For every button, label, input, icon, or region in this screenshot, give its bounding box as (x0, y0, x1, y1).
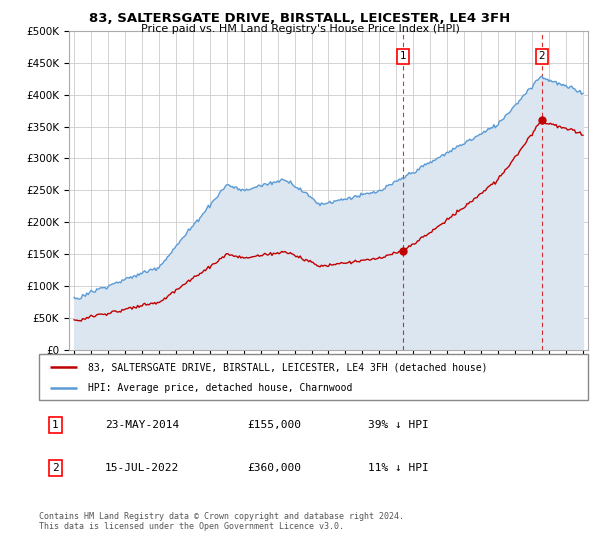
Text: 23-MAY-2014: 23-MAY-2014 (105, 420, 179, 430)
Text: 83, SALTERSGATE DRIVE, BIRSTALL, LEICESTER, LE4 3FH: 83, SALTERSGATE DRIVE, BIRSTALL, LEICEST… (89, 12, 511, 25)
Text: 11% ↓ HPI: 11% ↓ HPI (368, 463, 429, 473)
Text: 15-JUL-2022: 15-JUL-2022 (105, 463, 179, 473)
Text: 1: 1 (52, 420, 59, 430)
Text: 2: 2 (52, 463, 59, 473)
Text: 39% ↓ HPI: 39% ↓ HPI (368, 420, 429, 430)
Text: Contains HM Land Registry data © Crown copyright and database right 2024.
This d: Contains HM Land Registry data © Crown c… (39, 512, 404, 531)
FancyBboxPatch shape (39, 354, 588, 400)
Text: Price paid vs. HM Land Registry's House Price Index (HPI): Price paid vs. HM Land Registry's House … (140, 24, 460, 34)
Text: 1: 1 (400, 52, 407, 62)
Text: 2: 2 (539, 52, 545, 62)
Text: HPI: Average price, detached house, Charnwood: HPI: Average price, detached house, Char… (88, 382, 353, 393)
Text: £360,000: £360,000 (248, 463, 302, 473)
Text: 83, SALTERSGATE DRIVE, BIRSTALL, LEICESTER, LE4 3FH (detached house): 83, SALTERSGATE DRIVE, BIRSTALL, LEICEST… (88, 362, 488, 372)
Text: £155,000: £155,000 (248, 420, 302, 430)
